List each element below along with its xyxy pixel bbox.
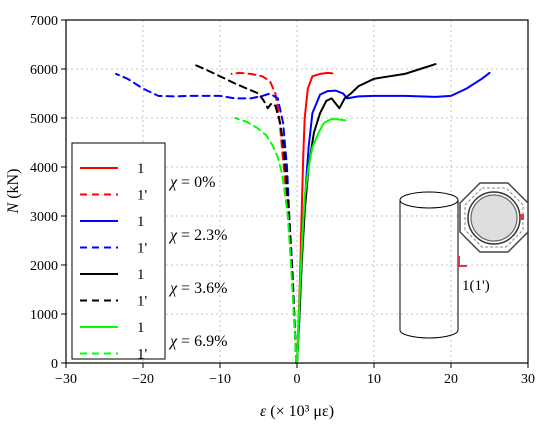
series-line-1 — [296, 71, 334, 364]
series-line-5 — [296, 63, 437, 364]
axis-ticks: −30 −20 −10 0 10 20 30 0 1000 2000 3000 4000 5000 600… — [30, 14, 535, 387]
y-tick-label: 6000 — [30, 63, 58, 78]
x-axis-title-unit: (× 10³ με) — [266, 403, 334, 420]
gauge-dot — [520, 214, 524, 220]
gauge-label: 1(1') — [462, 278, 490, 294]
y-tick-label: 7000 — [30, 14, 58, 29]
y-tick-label: 2000 — [30, 259, 58, 274]
legend-label: 1 — [137, 320, 145, 336]
group-label: χ = 6.9% — [168, 333, 227, 350]
series-line-7 — [296, 118, 347, 364]
group-label: χ = 2.3% — [168, 227, 227, 244]
legend-label: 1' — [137, 241, 148, 257]
legend-label: 1 — [137, 267, 145, 283]
y-axis-title-unit: (kN) — [5, 169, 22, 203]
x-tick-label: 20 — [444, 372, 458, 387]
group-labels: χ = 0% χ = 2.3% χ = 3.6% χ = 6.9% — [168, 174, 227, 350]
legend-label: 1' — [137, 347, 148, 363]
specimen-inset: 1(1') — [399, 182, 529, 339]
x-axis-title: ε (× 10³ με) — [260, 403, 334, 420]
cross-section — [459, 182, 529, 253]
column-top — [399, 191, 459, 209]
y-axis-title: N (kN) — [5, 169, 22, 215]
legend-label: 1' — [137, 188, 148, 204]
y-tick-label: 5000 — [30, 112, 58, 127]
group-label: χ = 0% — [168, 174, 215, 191]
y-tick-label: 4000 — [30, 161, 58, 176]
y-tick-label: 1000 — [30, 308, 58, 323]
y-tick-label: 3000 — [30, 210, 58, 225]
legend: 1 1' 1 1' 1 1' 1 1' — [71, 142, 166, 363]
series-line-8 — [234, 117, 298, 364]
x-tick-label: 30 — [521, 372, 535, 387]
legend-label: 1' — [137, 294, 148, 310]
legend-label: 1 — [137, 161, 145, 177]
group-label: χ = 3.6% — [168, 280, 227, 297]
legend-label: 1 — [137, 214, 145, 230]
column-outline — [399, 200, 459, 339]
column-sketch: 1(1') — [399, 191, 490, 339]
series-line-2 — [230, 71, 298, 364]
x-tick-label: 0 — [294, 372, 301, 387]
core-concrete — [470, 194, 518, 242]
gauge-marker — [458, 256, 467, 267]
y-axis-title-symbol: N — [5, 201, 22, 214]
x-axis-title-symbol: ε — [260, 403, 267, 420]
y-tick-label: 0 — [51, 357, 58, 372]
x-tick-label: −10 — [209, 372, 231, 387]
x-tick-label: −30 — [55, 372, 77, 387]
legend-box — [71, 142, 166, 360]
x-tick-label: 10 — [367, 372, 381, 387]
cross-section-inner — [464, 187, 524, 248]
series-layer — [115, 63, 491, 364]
x-tick-label: −20 — [132, 372, 154, 387]
